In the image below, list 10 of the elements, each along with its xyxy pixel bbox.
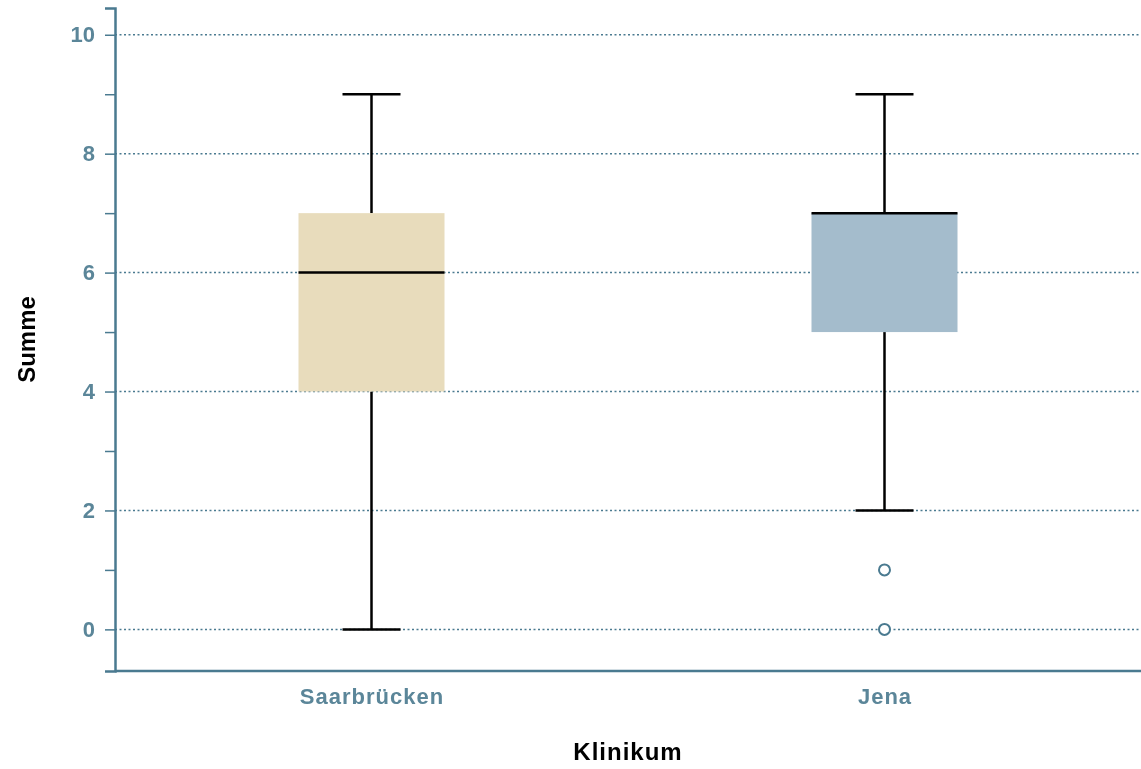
y-tick-label: 4 — [82, 379, 96, 405]
y-tick-label: 6 — [82, 260, 95, 286]
y-tick-label: 2 — [82, 497, 95, 523]
x-axis-title: Klinikum — [573, 738, 683, 765]
y-axis-title: Summe — [13, 296, 40, 383]
y-tick-label: 8 — [82, 141, 95, 167]
y-tick-label: 0 — [82, 616, 95, 642]
x-tick-label: Saarbrücken — [299, 684, 445, 709]
x-tick-label: Jena — [857, 684, 913, 709]
y-tick-label: 10 — [70, 22, 95, 48]
